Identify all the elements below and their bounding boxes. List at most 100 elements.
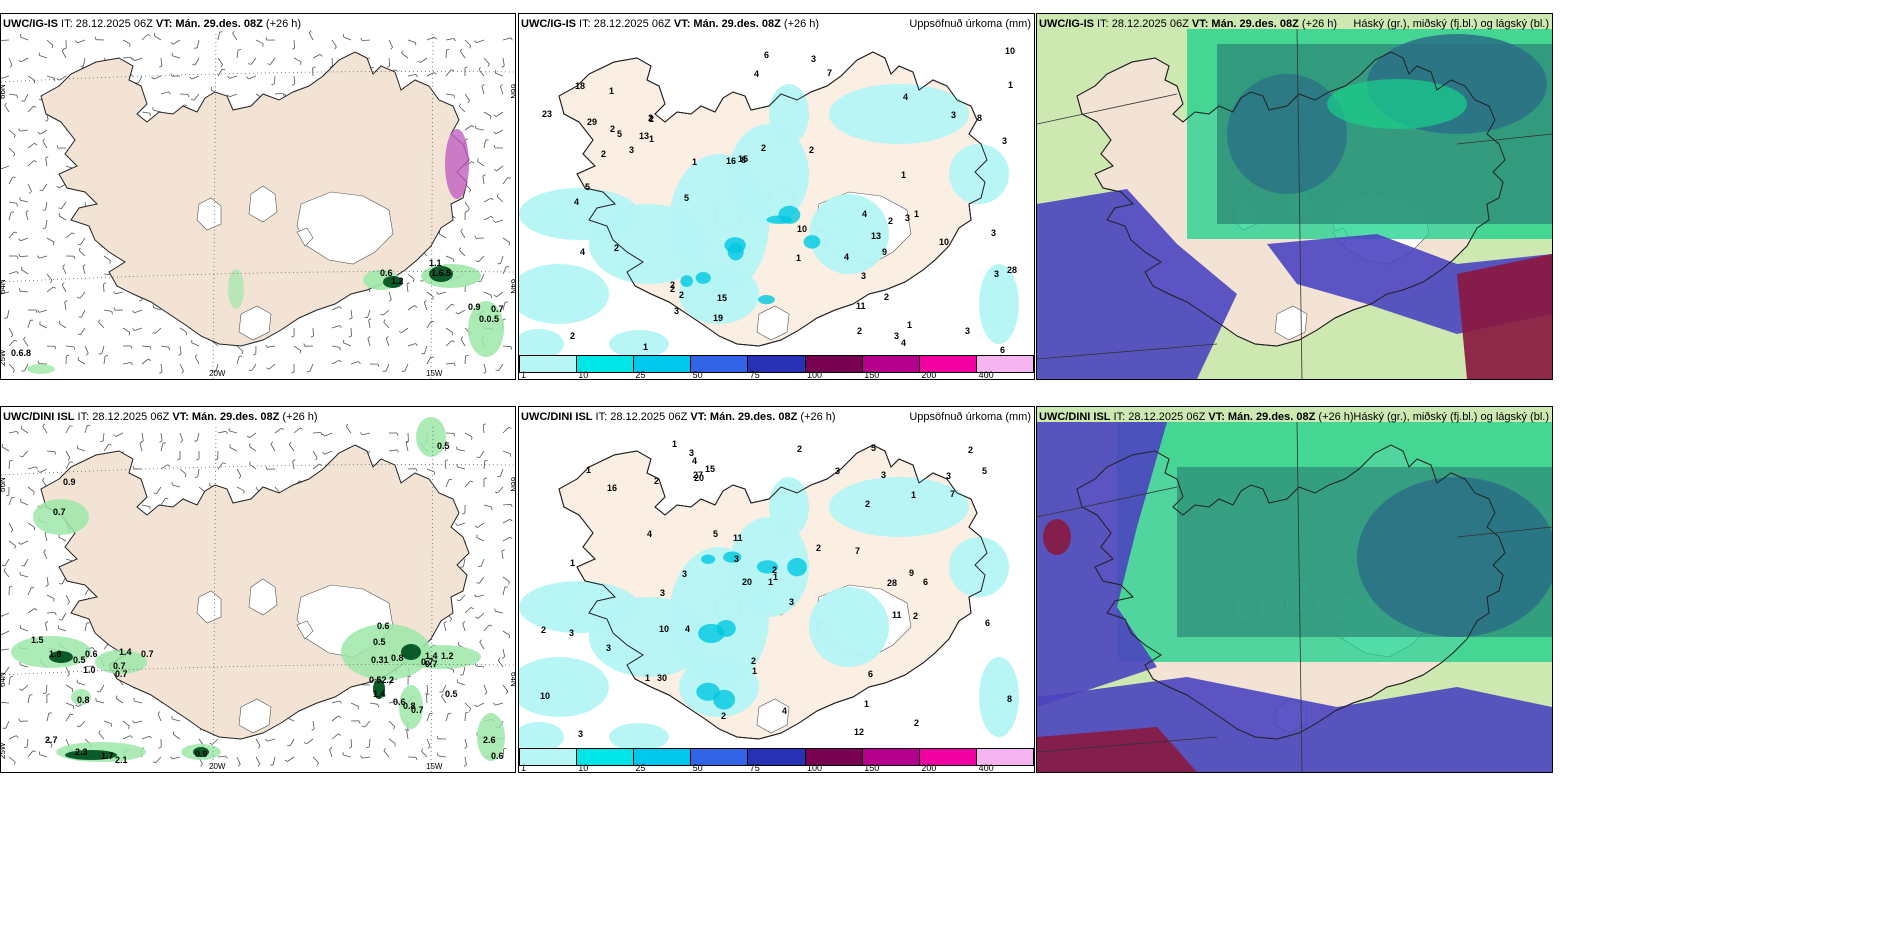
legend-tick: 1 bbox=[521, 763, 527, 773]
valid-time: Mán. 29.des. 08Z bbox=[706, 411, 798, 423]
value-label: 18 bbox=[575, 81, 585, 91]
value-label: 0.7 bbox=[425, 659, 438, 669]
value-label: 6 bbox=[985, 618, 990, 628]
field-label: Háský (gr.), miðský (fj.bl.) og lágský (… bbox=[1353, 411, 1549, 423]
legend-tick: 10 bbox=[578, 763, 589, 773]
legend-tick: 400 bbox=[978, 763, 994, 773]
legend-tick: 50 bbox=[692, 370, 703, 380]
value-label: 2 bbox=[884, 292, 889, 302]
lead-time: (+26 h) bbox=[1315, 411, 1354, 423]
legend-tick: 75 bbox=[749, 763, 760, 773]
value-label: 2.3 bbox=[75, 747, 88, 757]
value-label: 1.7 bbox=[101, 751, 114, 761]
value-label: 4 bbox=[685, 624, 690, 634]
panel-title: UWC/IG-IS IT: 28.12.2025 06Z VT: Mán. 29… bbox=[521, 17, 819, 31]
model-name: UWC/DINI ISL bbox=[1039, 411, 1111, 423]
value-label: 9 bbox=[909, 568, 914, 578]
value-label: 4 bbox=[580, 247, 585, 257]
value-label: 3 bbox=[946, 471, 951, 481]
value-label: 27 bbox=[693, 470, 703, 480]
field-label: Uppsöfnuð úrkoma (mm) bbox=[909, 18, 1031, 30]
value-label: 1.4 bbox=[119, 647, 132, 657]
init-time: IT: 28.12.2025 06Z bbox=[1110, 411, 1209, 423]
value-label: 2.7 bbox=[45, 735, 58, 745]
value-label: 1 bbox=[570, 558, 575, 568]
legend-tick: 25 bbox=[635, 370, 646, 380]
coastline bbox=[1076, 51, 1506, 347]
value-label: 0.7 bbox=[53, 507, 66, 517]
legend-ticks: 1 10 25 50 75 100 150 200 400 bbox=[519, 763, 1034, 773]
legend-tick: 25 bbox=[635, 763, 646, 773]
glacier-3 bbox=[756, 698, 790, 734]
panel-title: UWC/IG-IS IT: 28.12.2025 06Z VT: Mán. 29… bbox=[1039, 17, 1337, 31]
coastline bbox=[1076, 444, 1506, 740]
panel-wind-ig-is: 0.6 1.2 1.1 1.6.5 0.9 0.7 0.0.5 0.6.8 66N 64N 25W 2… bbox=[0, 13, 516, 380]
value-label: 3 bbox=[569, 628, 574, 638]
axis-label-lat_left: 66N bbox=[1, 84, 7, 99]
value-label: 10 bbox=[1005, 46, 1015, 56]
axis-label-lon_left: 25W bbox=[1, 742, 7, 759]
value-label: 10 bbox=[797, 224, 807, 234]
legend-swatch bbox=[805, 356, 863, 372]
value-label: 1 bbox=[643, 342, 648, 352]
glacier-2 bbox=[196, 590, 222, 624]
value-label: 28 bbox=[887, 578, 897, 588]
value-label: 1 bbox=[768, 577, 773, 587]
valid-time-label: VT: bbox=[1208, 411, 1225, 423]
value-label: 6 bbox=[1000, 345, 1005, 355]
precip-core bbox=[401, 644, 421, 660]
value-label: 1.5 bbox=[31, 635, 44, 645]
precip-core bbox=[49, 651, 73, 663]
value-label: 1 bbox=[796, 253, 801, 263]
legend-ticks: 1 10 25 50 75 100 150 200 400 bbox=[519, 370, 1034, 380]
value-label: 3 bbox=[811, 54, 816, 64]
value-label: 5 bbox=[871, 443, 876, 453]
value-label: 1 bbox=[901, 170, 906, 180]
value-label: 2 bbox=[761, 143, 766, 153]
value-label: 0.6 bbox=[377, 621, 390, 631]
value-label: 10 bbox=[939, 237, 949, 247]
panel-clouds-ig-is: UWC/IG-IS IT: 28.12.2025 06Z VT: Mán. 29… bbox=[1036, 13, 1553, 380]
value-label: 3 bbox=[994, 269, 999, 279]
value-label: 20 bbox=[694, 473, 704, 483]
value-label: 0.9 bbox=[195, 749, 208, 759]
valid-time-label: VT: bbox=[172, 411, 189, 423]
legend-swatch bbox=[748, 749, 806, 765]
precip-area bbox=[228, 269, 244, 309]
value-label: 3 bbox=[1002, 136, 1007, 146]
value-label: 2 bbox=[721, 711, 726, 721]
field-label: Uppsöfnuð úrkoma (mm) bbox=[909, 411, 1031, 423]
value-label: 1.0 bbox=[83, 665, 96, 675]
value-label: 3 bbox=[881, 470, 886, 480]
legend-tick: 1 bbox=[521, 370, 527, 380]
cloud-layers bbox=[1037, 29, 1552, 379]
value-label: 10 bbox=[659, 624, 669, 634]
value-label: 3 bbox=[861, 271, 866, 281]
value-label: 3 bbox=[674, 306, 679, 316]
value-label: 28 bbox=[1007, 265, 1017, 275]
value-label: 7 bbox=[827, 68, 832, 78]
value-label: 0.7 bbox=[491, 304, 504, 314]
valid-time: Mán. 29.des. 08Z bbox=[188, 411, 280, 423]
value-label: 0.31 bbox=[371, 655, 389, 665]
value-label: 3 bbox=[951, 110, 956, 120]
value-label: 10 bbox=[540, 691, 550, 701]
value-label: 7 bbox=[950, 489, 955, 499]
legend-tick: 150 bbox=[864, 763, 880, 773]
value-label: 1 bbox=[773, 572, 778, 582]
value-label: 2 bbox=[670, 280, 675, 290]
value-label: 1.2 bbox=[441, 651, 454, 661]
value-label: 2 bbox=[654, 476, 659, 486]
axis-label-lat_left: 66N bbox=[1, 477, 7, 492]
axis-label-lat_left2: 64N bbox=[1, 672, 7, 687]
legend-tick: 75 bbox=[749, 370, 760, 380]
lead-time: (+26 h) bbox=[262, 18, 302, 30]
value-label: 20 bbox=[742, 577, 752, 587]
value-label: 0.6 bbox=[85, 649, 98, 659]
legend-swatch bbox=[520, 749, 578, 765]
precip-area bbox=[95, 650, 147, 674]
init-time: IT: 28.12.2025 06Z bbox=[576, 18, 674, 30]
value-label: 2 bbox=[968, 445, 973, 455]
value-label: 0.7 bbox=[141, 649, 154, 659]
value-label: 2.1 bbox=[115, 755, 128, 765]
